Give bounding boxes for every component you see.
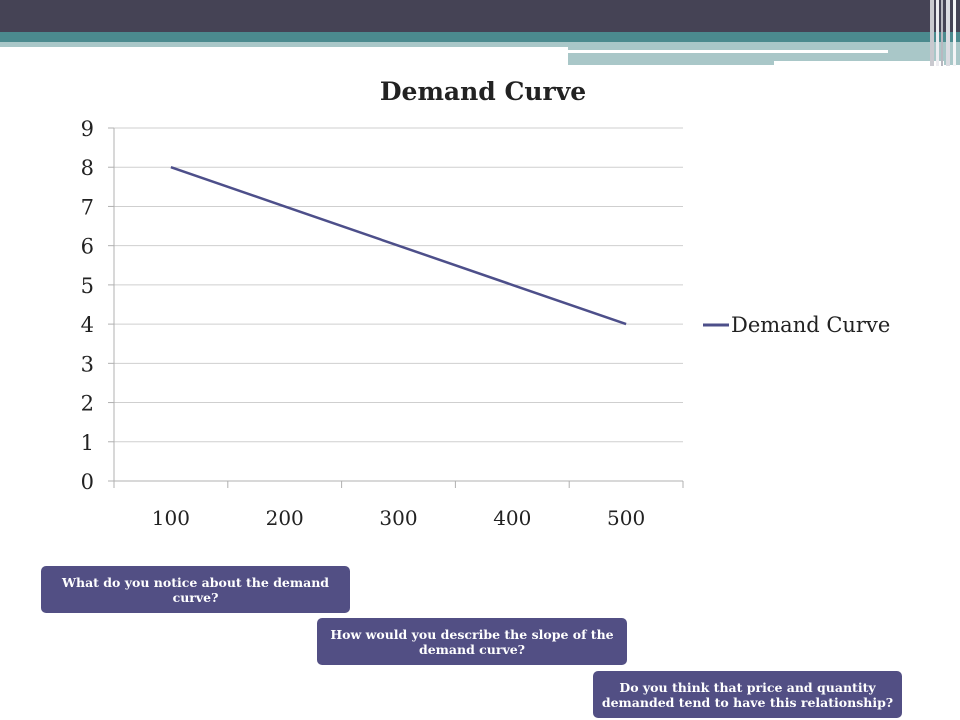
y-tick-label: 6: [81, 235, 94, 259]
x-tick-label: 400: [493, 506, 531, 530]
header-edge-stripe: [941, 0, 943, 66]
gridlines: [114, 127, 683, 443]
header-bar-light: [0, 42, 568, 47]
y-tick-label: 9: [81, 117, 94, 141]
header-edge-stripe: [953, 0, 956, 66]
x-tick-label: 100: [152, 506, 190, 530]
header-bar-block: [568, 42, 960, 65]
header-bar-dark: [0, 0, 960, 32]
x-tick-label: 200: [266, 506, 304, 530]
y-tick-label: 3: [81, 352, 94, 376]
question-text: How would you describe the slope of the …: [330, 626, 614, 657]
question-text: Do you think that price and quantity dem…: [601, 679, 894, 710]
question-text: What do you notice about the demand curv…: [61, 574, 330, 605]
question-box-3: Do you think that price and quantity dem…: [593, 671, 902, 718]
x-tick-label: 500: [607, 506, 645, 530]
question-box-1: What do you notice about the demand curv…: [41, 566, 350, 613]
header-edge-stripe: [930, 0, 934, 66]
legend-label: Demand Curve: [731, 313, 890, 337]
question-box-2: How would you describe the slope of the …: [317, 618, 627, 665]
x-axis-ticks: 100 200 300 400 500: [152, 506, 645, 530]
y-tick-label: 7: [81, 195, 94, 219]
y-tick-label: 4: [81, 313, 94, 337]
header-stripe: [568, 50, 888, 53]
series-line-demand-curve: [170, 166, 627, 326]
y-tick-label: 2: [81, 392, 94, 416]
y-tick-label: 1: [81, 431, 94, 455]
y-tick-label: 8: [81, 156, 94, 180]
legend: Demand Curve: [703, 313, 890, 337]
y-axis-ticks: 0 1 2 3 4 5 6 7 8 9: [81, 117, 94, 494]
header-edge-stripe: [936, 0, 939, 66]
y-tick-label: 5: [81, 274, 94, 298]
header-edge-stripe: [946, 0, 950, 66]
axes: [108, 127, 684, 488]
header-stripe: [774, 61, 944, 65]
y-tick-label: 0: [81, 470, 94, 494]
header-bar-teal: [0, 32, 960, 42]
chart-title: Demand Curve: [380, 77, 586, 106]
series-lines: [170, 166, 627, 326]
x-tick-label: 300: [379, 506, 417, 530]
